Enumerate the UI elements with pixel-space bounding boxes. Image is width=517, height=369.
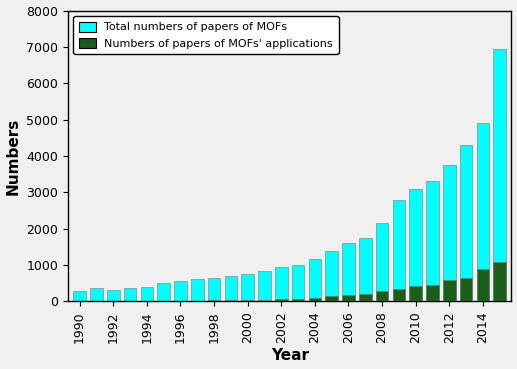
Bar bbox=[409, 286, 422, 301]
Bar bbox=[443, 280, 455, 301]
Legend: Total numbers of papers of MOFs, Numbers of papers of MOFs' applications: Total numbers of papers of MOFs, Numbers… bbox=[73, 16, 339, 54]
Bar bbox=[241, 274, 254, 301]
Bar bbox=[292, 265, 305, 301]
Bar bbox=[392, 200, 405, 301]
Bar bbox=[342, 243, 355, 301]
Bar bbox=[107, 290, 119, 301]
Bar bbox=[477, 123, 489, 301]
Bar bbox=[325, 296, 338, 301]
Bar bbox=[309, 259, 321, 301]
Bar bbox=[359, 238, 372, 301]
Bar bbox=[141, 287, 153, 301]
Bar bbox=[224, 276, 237, 301]
Bar bbox=[426, 181, 439, 301]
Bar bbox=[309, 298, 321, 301]
Bar bbox=[460, 278, 473, 301]
Bar bbox=[493, 262, 506, 301]
Bar bbox=[191, 279, 204, 301]
Bar bbox=[493, 49, 506, 301]
Bar bbox=[426, 284, 439, 301]
Bar bbox=[124, 288, 136, 301]
Bar bbox=[208, 300, 220, 301]
Bar bbox=[342, 295, 355, 301]
X-axis label: Year: Year bbox=[270, 348, 309, 363]
Bar bbox=[477, 269, 489, 301]
Bar bbox=[174, 281, 187, 301]
Bar bbox=[292, 300, 305, 301]
Bar bbox=[443, 165, 455, 301]
Bar bbox=[460, 145, 473, 301]
Bar bbox=[409, 189, 422, 301]
Bar bbox=[275, 267, 287, 301]
Y-axis label: Numbers: Numbers bbox=[6, 117, 21, 194]
Bar bbox=[376, 291, 388, 301]
Bar bbox=[157, 283, 170, 301]
Bar bbox=[90, 288, 103, 301]
Bar bbox=[258, 272, 271, 301]
Bar bbox=[208, 277, 220, 301]
Bar bbox=[376, 223, 388, 301]
Bar bbox=[241, 300, 254, 301]
Bar bbox=[325, 251, 338, 301]
Bar bbox=[258, 300, 271, 301]
Bar bbox=[275, 300, 287, 301]
Bar bbox=[359, 294, 372, 301]
Bar bbox=[73, 291, 86, 301]
Bar bbox=[392, 289, 405, 301]
Bar bbox=[224, 300, 237, 301]
